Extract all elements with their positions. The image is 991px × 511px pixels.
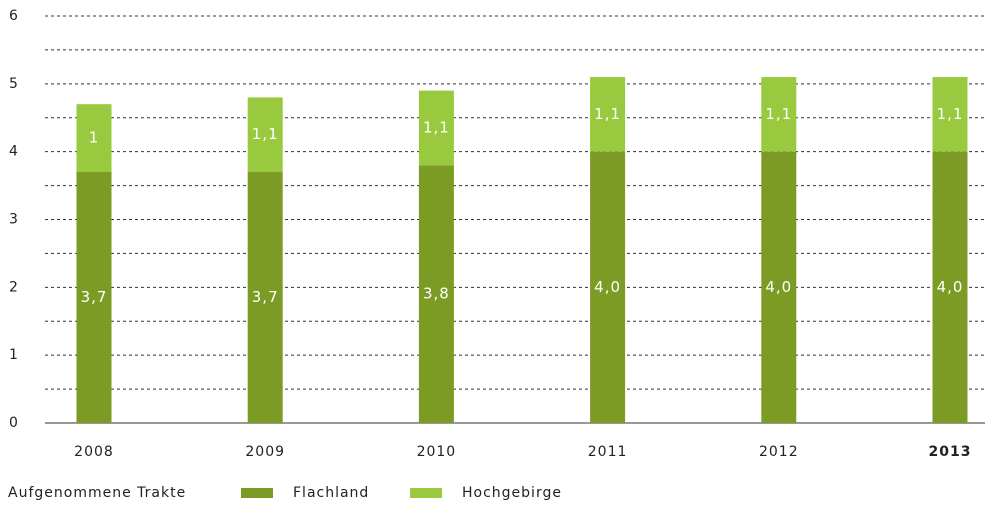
bar-segment <box>76 104 112 173</box>
bar-segment <box>76 172 112 423</box>
y-tick-label: 6 <box>9 8 19 24</box>
x-tick-label: 2009 <box>245 444 285 460</box>
y-tick-label: 2 <box>9 279 19 295</box>
data-label: 1 <box>89 129 100 147</box>
x-tick-label: 2012 <box>759 444 799 460</box>
data-label: 3,7 <box>252 288 279 306</box>
x-tick-label: 2013 <box>929 444 972 460</box>
bar-segment <box>590 151 626 423</box>
data-label: 4,0 <box>937 278 964 296</box>
y-tick-label: 5 <box>9 76 19 92</box>
data-label: 3,8 <box>423 285 450 303</box>
bar-segment <box>247 172 283 423</box>
bar-segment <box>418 165 454 423</box>
data-label: 4,0 <box>594 278 621 296</box>
bar-segment <box>761 151 797 423</box>
x-tick-label: 2008 <box>74 444 114 460</box>
x-tick-label: 2010 <box>417 444 457 460</box>
legend-label: Flachland <box>293 485 369 501</box>
y-tick-label: 3 <box>9 212 19 228</box>
data-label: 1,1 <box>252 125 279 143</box>
x-tick-label: 2011 <box>588 444 628 460</box>
bar-segment <box>590 77 626 152</box>
bar-segment <box>247 97 283 173</box>
bar-segment <box>932 151 968 423</box>
data-label: 1,1 <box>423 118 450 136</box>
bar-segment <box>418 90 454 166</box>
legend-label: Hochgebirge <box>462 485 562 501</box>
legend-swatch <box>241 488 273 498</box>
bar-segment <box>932 77 968 152</box>
y-tick-label: 4 <box>9 144 19 160</box>
legend-title: Aufgenommene Trakte <box>8 485 186 501</box>
data-label: 4,0 <box>765 278 792 296</box>
data-label: 3,7 <box>81 288 108 306</box>
data-label: 1,1 <box>765 105 792 123</box>
data-label: 1,1 <box>594 105 621 123</box>
bar-segment <box>761 77 797 152</box>
y-tick-label: 1 <box>9 347 19 363</box>
y-tick-label: 0 <box>9 415 19 431</box>
data-label: 1,1 <box>937 105 964 123</box>
legend-swatch <box>410 488 442 498</box>
